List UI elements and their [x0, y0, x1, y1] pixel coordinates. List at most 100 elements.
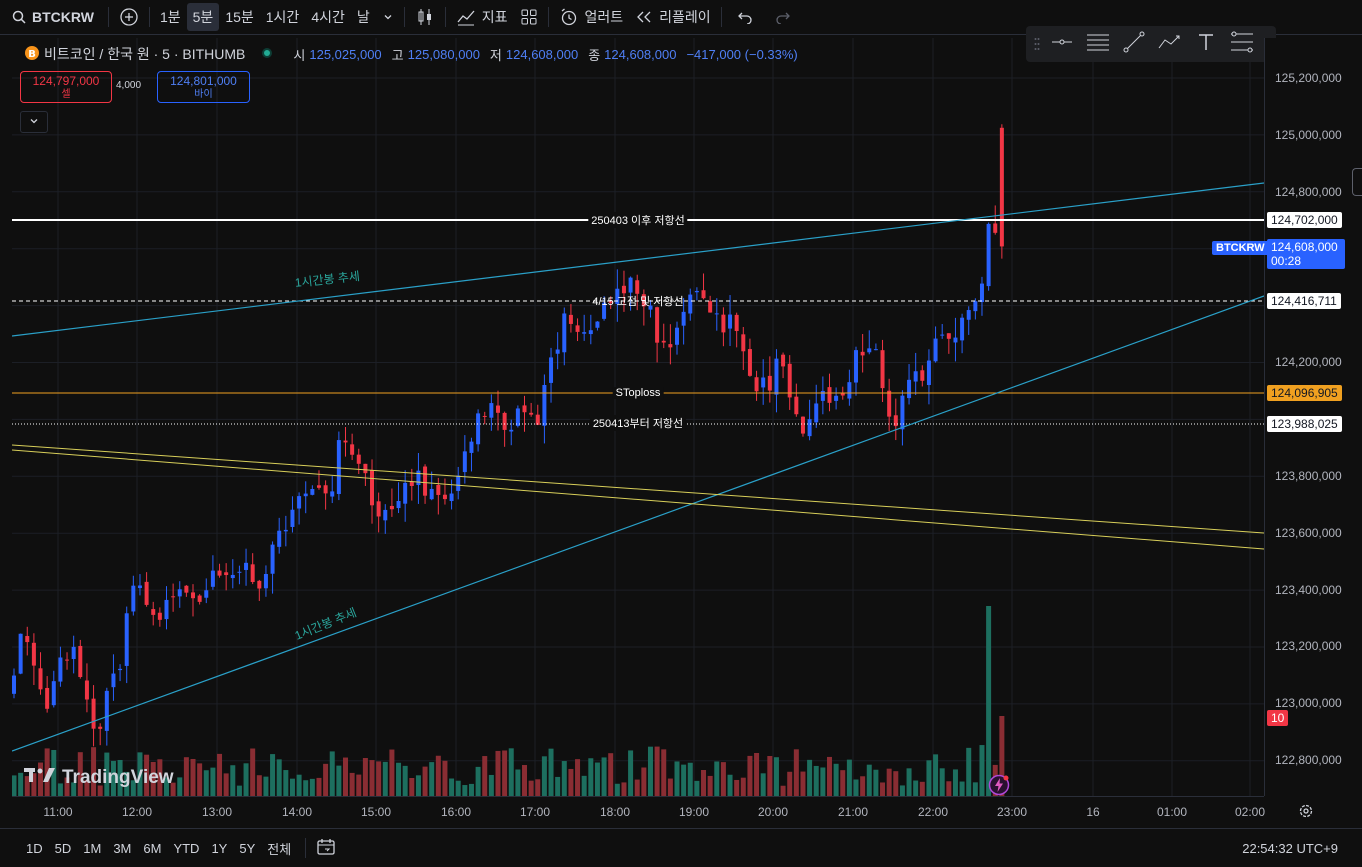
chart-legend: B 비트코인 / 한국 원 · 5 · BITHUMB 시 125,025,000…: [24, 44, 798, 64]
text-tool[interactable]: [1188, 29, 1224, 59]
volume-bar: [183, 757, 189, 796]
range-1y[interactable]: 1Y: [211, 840, 228, 856]
collapse-legend-button[interactable]: [20, 111, 48, 133]
right-panel-handle[interactable]: [1352, 168, 1362, 196]
candle-body: [940, 334, 945, 336]
volume-bar: [163, 777, 169, 796]
candle-body: [933, 338, 938, 362]
chart-type-button[interactable]: [409, 3, 441, 31]
candle-body: [104, 690, 109, 731]
interval-1d[interactable]: 날: [356, 9, 370, 25]
range-1m[interactable]: 1M: [83, 840, 102, 856]
alert-button[interactable]: 얼러트: [553, 3, 630, 31]
range-3m[interactable]: 3M: [113, 840, 132, 856]
candle-body: [370, 470, 375, 506]
volume-bar: [913, 780, 919, 796]
alarm-clock-icon: [559, 7, 579, 27]
volume-bar: [57, 783, 63, 796]
indicators-button[interactable]: 지표: [450, 3, 514, 31]
volume-bar: [144, 754, 150, 796]
candle-body: [582, 332, 587, 334]
range-1d[interactable]: 1D: [26, 840, 43, 856]
goto-date-button[interactable]: [310, 838, 342, 859]
volume-bar: [124, 771, 130, 796]
volume-bar: [442, 760, 448, 796]
candle-body: [58, 657, 63, 682]
range-5d[interactable]: 5D: [54, 840, 72, 856]
volume-bar: [44, 748, 50, 796]
time-axis[interactable]: 11:00 12:00 13:00 14:00 15:00 16:00 17:0…: [12, 796, 1265, 827]
time-tick: 17:00: [519, 805, 551, 819]
candle-body: [111, 673, 116, 688]
volume-bar: [435, 755, 441, 796]
volume-bar: [734, 779, 740, 796]
volume-bar: [899, 785, 905, 796]
range-all[interactable]: 전체: [267, 841, 292, 857]
annotation-resistance-0415[interactable]: 4/15 고점 및 저항선: [592, 296, 684, 308]
volume-bar: [667, 778, 673, 796]
volume-bar: [575, 759, 581, 796]
sell-button[interactable]: 124,797,000 셀: [20, 71, 112, 103]
symbol-name: BTCKRW: [32, 9, 94, 25]
interval-5m[interactable]: 5분: [186, 3, 220, 31]
range-6m[interactable]: 6M: [143, 840, 162, 856]
candle-body: [701, 290, 706, 299]
interval-4h[interactable]: 4시간: [311, 9, 345, 25]
volume-bar: [51, 749, 57, 796]
candle-body: [144, 581, 149, 605]
replay-button[interactable]: 리플레이: [629, 3, 717, 31]
interval-1h[interactable]: 1시간: [265, 9, 300, 25]
candle-body: [880, 350, 885, 389]
fib-tool[interactable]: [1224, 29, 1260, 59]
legend-open: 125,025,000: [309, 46, 382, 62]
time-tick: 23:00: [996, 805, 1028, 819]
volume-bar: [972, 782, 978, 796]
undo-button[interactable]: [726, 3, 764, 31]
candle-body: [257, 580, 262, 589]
candle-body: [476, 413, 481, 445]
path-tool[interactable]: [1152, 29, 1188, 59]
volume-bars: [12, 606, 1005, 796]
tradingview-logo[interactable]: TradingView: [24, 766, 174, 790]
event-marker[interactable]: [988, 774, 1010, 801]
interval-1m[interactable]: 1분: [159, 9, 181, 25]
range-5y[interactable]: 5Y: [239, 840, 256, 856]
price-chart[interactable]: [12, 38, 1264, 796]
annotation-resistance-250413[interactable]: 250413부터 저항선: [589, 415, 687, 431]
clock[interactable]: 22:54:32 UTC+9: [1242, 840, 1338, 856]
interval-dropdown[interactable]: [376, 3, 400, 31]
candle-body: [688, 294, 693, 314]
volume-bar: [661, 749, 667, 796]
market-status-icon: [261, 47, 273, 62]
redo-button[interactable]: [764, 3, 802, 31]
volume-bar: [356, 774, 362, 796]
range-ytd[interactable]: YTD: [173, 840, 200, 856]
candle-body: [416, 470, 421, 486]
trend-line-tool[interactable]: [1116, 29, 1152, 59]
candle-body: [290, 509, 295, 527]
legend-low-key: 저: [489, 47, 502, 63]
drag-handle-icon[interactable]: [1034, 34, 1044, 54]
price-axis[interactable]: 125,200,000 125,000,000 124,800,000 124,…: [1264, 38, 1351, 796]
compare-button[interactable]: [113, 3, 145, 31]
horizontal-ray-tool[interactable]: [1044, 29, 1080, 59]
symbol-search[interactable]: BTCKRW: [0, 3, 100, 31]
volume-bar: [966, 747, 972, 796]
chart-settings-button[interactable]: [1298, 803, 1314, 824]
candle-body: [12, 675, 16, 694]
volume-bar: [508, 748, 514, 796]
parallel-lines-tool[interactable]: [1080, 29, 1116, 59]
annotation-resistance-250403[interactable]: 250403 이후 저항선: [588, 212, 688, 228]
time-tick: 16: [1086, 805, 1100, 819]
annotation-stoploss[interactable]: SToploss: [612, 387, 664, 399]
layouts-button[interactable]: [514, 3, 544, 31]
tv-logo-icon: [24, 766, 56, 790]
interval-15m[interactable]: 15분: [225, 9, 254, 25]
buy-button[interactable]: 124,801,000 바이: [157, 71, 250, 103]
volume-bar: [389, 749, 395, 796]
volume-bar: [323, 763, 329, 796]
volume-bar: [130, 780, 136, 796]
candle-body: [456, 475, 461, 491]
volume-bar: [535, 779, 541, 796]
price-label-resistance-2: 124,416,711: [1267, 293, 1341, 309]
